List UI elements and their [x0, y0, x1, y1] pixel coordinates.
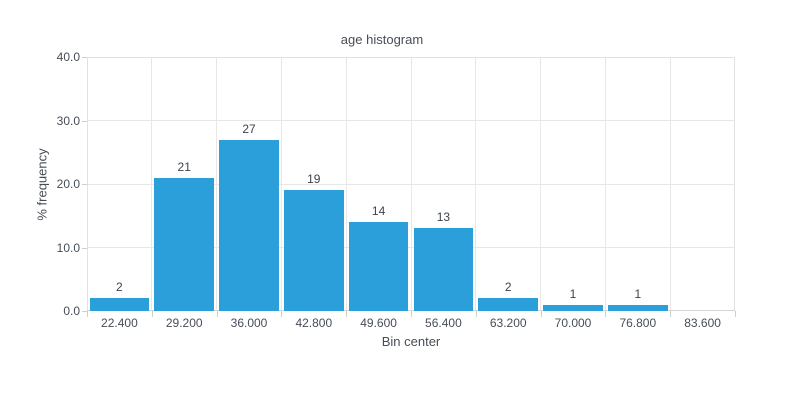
x-tick-mark [735, 311, 736, 317]
bar-value-label: 2 [504, 280, 512, 295]
plot-border-top [87, 57, 735, 58]
plot-border-right [734, 57, 735, 311]
bar-value-label: 27 [242, 121, 256, 136]
bar-value-label: 19 [307, 172, 321, 187]
v-gridline [669, 57, 671, 311]
plot-area: 2 21 27 19 14 13 2 1 1 [87, 56, 735, 311]
bar [89, 298, 150, 311]
v-gridline [280, 57, 282, 311]
x-tick-mark [87, 311, 88, 317]
x-tick-label: 49.600 [360, 316, 397, 330]
x-tick-mark [605, 311, 607, 317]
y-tick-mark [82, 120, 87, 122]
plot-border-left [87, 57, 88, 311]
y-tick-label: 0.0 [63, 304, 80, 318]
v-gridline [475, 57, 477, 311]
x-tick-label: 83.600 [684, 316, 721, 330]
y-tick-label: 30.0 [56, 113, 80, 128]
x-tick-mark [540, 311, 542, 317]
x-tick-mark [670, 311, 672, 317]
x-tick-mark [151, 311, 153, 317]
y-tick-mark [82, 184, 87, 185]
bar [413, 228, 474, 311]
v-gridline [216, 57, 218, 311]
bar [478, 298, 539, 311]
x-tick-label: 36.000 [230, 316, 268, 330]
v-gridline [604, 57, 606, 311]
bar [154, 177, 215, 311]
x-axis-title: Bin center [381, 334, 441, 349]
v-gridline [151, 57, 153, 311]
x-tick-label: 29.200 [165, 316, 203, 330]
bar [348, 222, 409, 311]
y-tick-mark [82, 247, 87, 249]
x-tick-label: 70.000 [554, 316, 592, 330]
x-tick-mark [475, 311, 477, 317]
x-tick-mark [281, 311, 283, 317]
bar-value-label: 1 [569, 286, 577, 301]
v-gridline [345, 57, 347, 311]
x-tick-label: 22.400 [101, 316, 138, 330]
x-tick-label: 56.400 [425, 316, 462, 330]
x-tick-mark [346, 311, 348, 317]
bar-value-label: 13 [436, 210, 451, 225]
x-tick-label: 63.200 [489, 316, 527, 330]
bar-value-label: 14 [371, 204, 386, 219]
x-tick-label: 76.800 [619, 316, 657, 330]
bar [219, 139, 279, 311]
bar-value-label: 2 [116, 280, 123, 295]
bar-value-label: 21 [177, 159, 191, 174]
y-tick-mark [82, 57, 87, 58]
x-tick-mark [411, 311, 412, 317]
bar [543, 304, 603, 311]
y-tick-label: 10.0 [56, 240, 80, 255]
bar [607, 304, 668, 311]
y-tick-mark [82, 311, 87, 312]
x-tick-mark [216, 311, 218, 317]
v-gridline [410, 57, 412, 311]
chart-title: age histogram [340, 32, 424, 47]
y-tick-label: 40.0 [56, 50, 80, 64]
x-axis-line [87, 310, 735, 311]
v-gridline [540, 57, 542, 311]
bar [283, 190, 344, 311]
bar-value-label: 1 [634, 286, 642, 301]
x-tick-label: 42.800 [295, 316, 333, 330]
y-tick-label: 20.0 [56, 177, 80, 191]
